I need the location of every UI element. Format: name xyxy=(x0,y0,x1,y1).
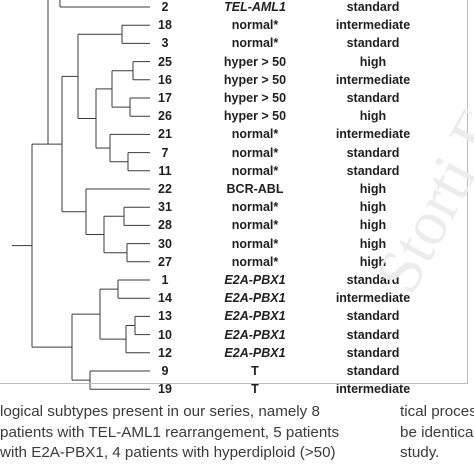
sample-id: 21 xyxy=(158,127,172,142)
sample-subtype: E2A-PBX1 xyxy=(224,291,286,306)
sample-subtype: T xyxy=(251,382,259,397)
sample-id: 30 xyxy=(158,236,172,251)
sample-subtype: BCR-ABL xyxy=(226,182,284,196)
sample-risk: standard xyxy=(346,36,400,51)
sample-id: 2 xyxy=(161,0,169,14)
sample-subtype: normal* xyxy=(231,18,279,33)
sample-subtype: E2A-PBX1 xyxy=(224,273,286,287)
sample-risk: high xyxy=(359,254,387,269)
sample-risk: standard xyxy=(346,327,400,342)
sample-id: 22 xyxy=(158,182,172,196)
sample-risk: standard xyxy=(346,273,400,287)
body-text-line-right: tical proces xyxy=(400,403,474,420)
sample-risk: standard xyxy=(346,364,400,378)
sample-risk: high xyxy=(359,54,387,69)
sample-id: 16 xyxy=(158,72,172,87)
sample-risk: standard xyxy=(346,0,400,14)
sample-id: 26 xyxy=(158,109,172,124)
sample-subtype: hyper > 50 xyxy=(223,91,287,105)
sample-risk: intermediate xyxy=(335,72,411,87)
body-text-line: logical subtypes present in our series, … xyxy=(0,403,320,420)
sample-id: 27 xyxy=(158,254,172,269)
sample-id: 7 xyxy=(161,145,169,160)
sample-risk: standard xyxy=(346,345,400,360)
sample-subtype: normal* xyxy=(231,163,279,178)
sample-risk: high xyxy=(359,236,387,251)
sample-id: 18 xyxy=(158,18,172,33)
sample-subtype: hyper > 50 xyxy=(223,72,287,87)
sample-subtype: hyper > 50 xyxy=(223,54,287,69)
sample-subtype: E2A-PBX1 xyxy=(224,327,286,342)
sample-subtype: E2A-PBX1 xyxy=(224,309,286,324)
sample-id: 1 xyxy=(161,273,169,287)
sample-subtype: normal* xyxy=(231,254,279,269)
body-text-line-right: be identica xyxy=(400,423,474,441)
sample-id: 11 xyxy=(158,163,172,178)
sample-subtype: normal* xyxy=(231,236,279,251)
sample-risk: standard xyxy=(346,163,400,178)
sample-subtype: hyper > 50 xyxy=(223,109,287,124)
sample-id: 3 xyxy=(161,36,169,51)
body-text-line: with E2A-PBX1, 4 patients with hyperdipl… xyxy=(0,444,336,461)
sample-subtype: normal* xyxy=(231,200,279,215)
sample-risk: high xyxy=(359,182,387,196)
sample-id: 10 xyxy=(158,327,172,342)
sample-subtype: normal* xyxy=(231,36,279,51)
body-text-line: patients with TEL-AML1 rearrangement, 5 … xyxy=(0,423,340,441)
sample-id: 25 xyxy=(158,54,172,69)
sample-risk: high xyxy=(359,109,387,124)
sample-subtype: normal* xyxy=(231,127,279,142)
sample-id: 31 xyxy=(158,200,172,215)
sample-id: 28 xyxy=(158,218,172,233)
sample-id: 12 xyxy=(158,345,172,360)
sample-risk: standard xyxy=(346,145,400,160)
sample-risk: intermediate xyxy=(335,18,411,33)
sample-risk: high xyxy=(359,200,387,215)
sample-risk: intermediate xyxy=(335,382,411,397)
sample-risk: intermediate xyxy=(335,127,411,142)
sample-id: 9 xyxy=(161,364,169,378)
sample-id: 13 xyxy=(158,309,172,324)
sample-risk: intermediate xyxy=(335,291,411,306)
dendrogram-tree xyxy=(12,0,150,390)
sample-id: 17 xyxy=(158,91,172,105)
sample-subtype: normal* xyxy=(231,145,279,160)
sample-risk: standard xyxy=(346,309,400,324)
sample-subtype: T xyxy=(251,364,259,378)
body-text: logical subtypes present in our series, … xyxy=(0,402,474,474)
sample-risk: standard xyxy=(346,91,400,105)
sample-id: 19 xyxy=(158,382,172,397)
body-text-line-right: study. xyxy=(400,444,440,461)
dendrogram-figure: 2 TEL-AML1 standard 18 normal* intermediate 3 n… xyxy=(0,0,468,397)
sample-risk: high xyxy=(359,218,387,233)
sample-subtype: normal* xyxy=(231,218,279,233)
sample-subtype: E2A-PBX1 xyxy=(224,345,286,360)
sample-id: 14 xyxy=(158,291,172,306)
sample-subtype: TEL-AML1 xyxy=(224,0,286,14)
